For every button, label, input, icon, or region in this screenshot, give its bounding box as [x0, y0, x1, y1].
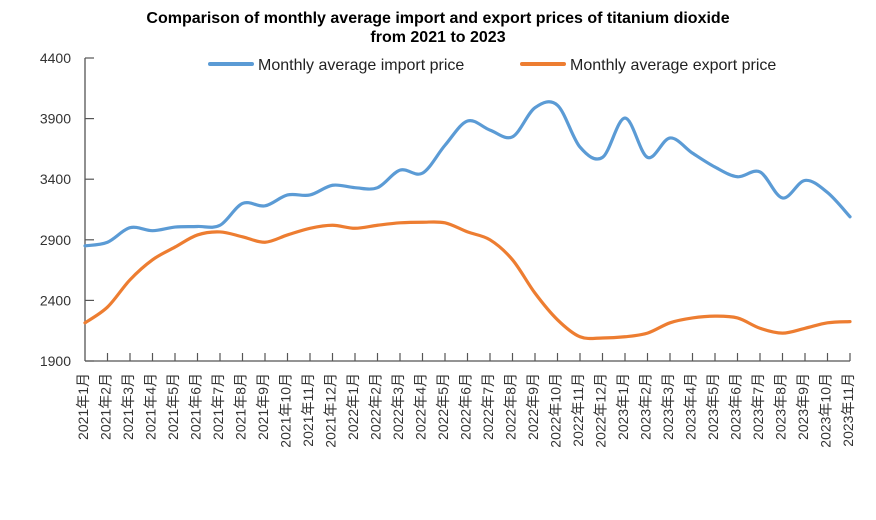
chart-title-line-2: from 2021 to 2023: [370, 29, 506, 46]
legend-label: Monthly average export price: [570, 57, 776, 74]
y-tick-label: 2900: [40, 232, 71, 248]
x-tick-label: 2022年8月: [503, 373, 519, 440]
x-tick-label: 2021年2月: [98, 373, 114, 440]
x-tick-label: 2021年8月: [233, 373, 249, 440]
x-tick-label: 2023年1月: [615, 373, 631, 440]
x-tick-label: 2022年3月: [390, 373, 406, 440]
x-tick-label: 2023年4月: [683, 373, 699, 440]
x-tick-label: 2023年2月: [638, 373, 654, 440]
x-tick-label: 2021年4月: [143, 373, 159, 440]
x-tick-label: 2023年10月: [818, 373, 834, 448]
x-tick-label: 2022年10月: [548, 373, 564, 448]
x-tick-label: 2021年10月: [278, 373, 294, 448]
y-tick-label: 4400: [40, 50, 71, 66]
y-tick-label: 2400: [40, 292, 71, 308]
x-tick-label: 2023年5月: [705, 373, 721, 440]
x-tick-label: 2023年11月: [840, 373, 856, 447]
x-tick-label: 2022年1月: [345, 373, 361, 440]
x-tick-label: 2022年6月: [458, 373, 474, 440]
x-tick-label: 2023年8月: [773, 373, 789, 440]
series-line-import: [83, 100, 852, 248]
series-line-export: [83, 220, 852, 341]
x-tick-label: 2023年9月: [795, 373, 811, 440]
y-tick-label: 3400: [40, 171, 71, 187]
legend-label: Monthly average import price: [258, 57, 464, 74]
x-tick-label: 2021年12月: [323, 373, 339, 448]
x-tick-label: 2021年7月: [210, 373, 226, 440]
x-tick-label: 2022年7月: [480, 373, 496, 440]
x-tick-label: 2022年5月: [435, 373, 451, 440]
x-tick-label: 2022年2月: [368, 373, 384, 440]
x-tick-label: 2022年12月: [593, 373, 609, 448]
x-tick-label: 2021年9月: [255, 373, 271, 440]
x-tick-label: 2021年11月: [300, 373, 316, 447]
y-tick-label: 1900: [40, 353, 71, 369]
chart-title: Comparison of monthly average import and…: [0, 9, 876, 47]
x-tick-label: 2021年5月: [165, 373, 181, 440]
x-tick-label: 2022年9月: [525, 373, 541, 440]
x-tick-label: 2023年7月: [750, 373, 766, 440]
x-tick-label: 2022年4月: [413, 373, 429, 440]
x-tick-label: 2021年6月: [188, 373, 204, 440]
y-tick-label: 3900: [40, 111, 71, 127]
x-tick-label: 2021年1月: [75, 373, 91, 440]
x-tick-label: 2023年6月: [728, 373, 744, 440]
x-tick-label: 2022年11月: [570, 373, 586, 447]
x-tick-label: 2021年3月: [120, 373, 136, 440]
chart-title-line-1: Comparison of monthly average import and…: [146, 10, 730, 27]
x-tick-label: 2023年3月: [660, 373, 676, 440]
